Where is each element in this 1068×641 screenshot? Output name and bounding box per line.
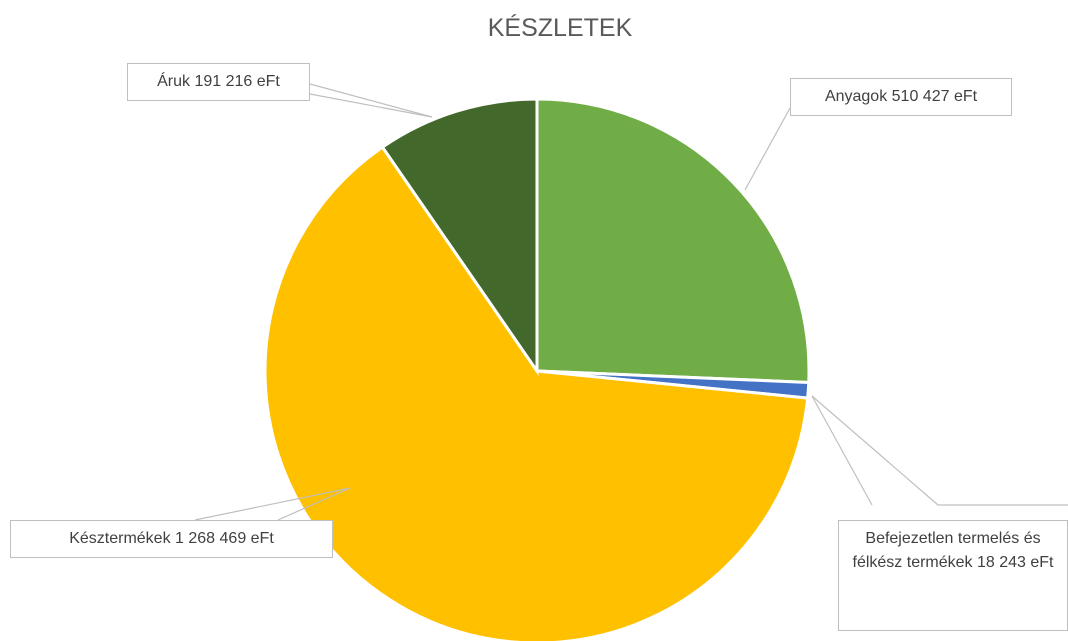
label-category: Áruk bbox=[157, 73, 191, 90]
data-label: Anyagok 510 427 eFt bbox=[790, 78, 1012, 116]
leader-line bbox=[811, 395, 873, 506]
label-value: 1 268 469 eFt bbox=[175, 530, 274, 547]
chart-title: KÉSZLETEK bbox=[487, 14, 633, 42]
leader-line bbox=[277, 487, 351, 521]
leader-line bbox=[309, 93, 433, 118]
label-category: Anyagok bbox=[824, 88, 888, 105]
data-label: Késztermékek 1 268 469 eFt bbox=[10, 520, 333, 558]
label-category: Késztermékek bbox=[69, 530, 171, 547]
pie-slice bbox=[263, 145, 810, 641]
pie-slice bbox=[380, 97, 539, 376]
pie-slice bbox=[535, 97, 811, 385]
leader-line bbox=[744, 107, 791, 191]
label-value: 191 216 eFt bbox=[194, 73, 280, 90]
label-category: Befejezetlen termelés és félkész terméke… bbox=[852, 530, 1041, 571]
leader-line bbox=[309, 83, 433, 118]
data-label: Áruk 191 216 eFt bbox=[127, 63, 310, 101]
leader-line bbox=[194, 487, 351, 521]
label-value: 18 243 eFt bbox=[977, 554, 1054, 571]
leader-line bbox=[811, 395, 939, 506]
label-value: 510 427 eFt bbox=[891, 88, 978, 105]
data-label: Befejezetlen termelés és félkész terméke… bbox=[838, 520, 1068, 631]
